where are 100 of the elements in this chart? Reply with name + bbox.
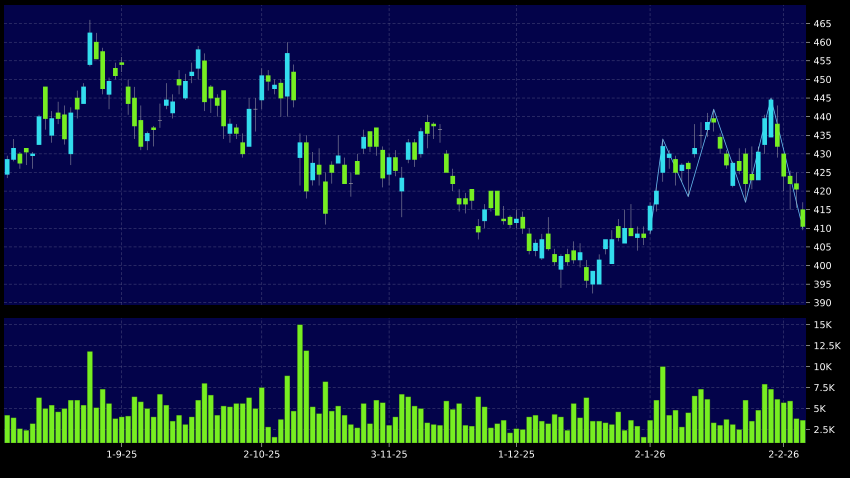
- candlestick: [673, 155, 678, 186]
- y-tick-label: 2.5K: [814, 426, 835, 434]
- candlestick: [113, 62, 118, 80]
- candlestick: [680, 162, 684, 182]
- candlestick: [634, 226, 640, 251]
- candlestick: [724, 150, 729, 170]
- candlestick: [705, 112, 710, 138]
- candlestick: [240, 133, 246, 158]
- y-tick-label: 425: [814, 168, 831, 176]
- candlestick: [119, 56, 124, 72]
- candlestick: [450, 168, 456, 192]
- candlestick: [30, 152, 35, 170]
- y-tick-label: 450: [814, 76, 831, 84]
- candlestick: [24, 148, 29, 166]
- candlestick: [571, 241, 576, 264]
- y-tick-label: 12.5K: [814, 342, 841, 350]
- candlestick: [514, 209, 519, 229]
- candlestick: [628, 204, 634, 236]
- x-tick-label: 1-9-25: [107, 450, 136, 458]
- candlestick: [412, 138, 417, 168]
- y-tick-label: 7.5K: [814, 384, 835, 392]
- x-tick-label: 1-12-25: [498, 450, 534, 458]
- candlestick: [94, 32, 99, 60]
- y-tick-label: 405: [814, 243, 831, 251]
- candlestick: [692, 124, 697, 158]
- candlestick: [424, 114, 430, 149]
- candlestick: [406, 138, 411, 164]
- y-tick-label: 5K: [814, 405, 826, 412]
- candlestick: [170, 94, 176, 119]
- candlestick: [176, 70, 182, 95]
- line-series: [650, 98, 804, 234]
- candlestick: [584, 260, 589, 288]
- candlestick: [526, 228, 532, 255]
- candlestick: [520, 211, 526, 234]
- candlestick: [590, 270, 596, 294]
- candlestick: [266, 70, 270, 91]
- candlestick: [272, 79, 277, 95]
- candlestick: [361, 129, 366, 154]
- candlestick: [298, 133, 302, 186]
- y-tick-label: 455: [814, 57, 831, 64]
- y-tick-label: 440: [814, 113, 831, 120]
- candlestick: [81, 82, 86, 104]
- candlestick: [106, 77, 112, 110]
- candlestick: [654, 187, 659, 212]
- candlestick: [354, 154, 360, 175]
- candlestick: [399, 166, 404, 218]
- x-tick-label: 2-10-25: [244, 450, 280, 458]
- candlestick: [316, 148, 322, 186]
- candlestick: [393, 150, 398, 176]
- candlestick: [49, 110, 54, 143]
- candlestick: [329, 161, 334, 184]
- candlestick: [342, 157, 347, 184]
- candlestick: [444, 150, 449, 173]
- candlestick: [151, 126, 156, 147]
- candlestick: [718, 133, 722, 154]
- candlestick: [616, 218, 621, 242]
- y-tick-label: 395: [814, 280, 831, 288]
- candlestick: [552, 248, 557, 266]
- candlestick: [482, 204, 487, 229]
- candlestick: [546, 216, 551, 251]
- candlestick: [74, 90, 80, 119]
- candlestick: [228, 118, 232, 143]
- y-tick-label: 435: [814, 132, 831, 139]
- candlestick: [196, 46, 200, 80]
- y-tick-label: 410: [814, 224, 831, 232]
- candlestick: [558, 254, 564, 288]
- candlestick: [386, 154, 392, 186]
- candlestick: [418, 128, 424, 158]
- candlestick: [666, 150, 672, 170]
- y-tick-label: 420: [814, 188, 831, 195]
- candlestick: [278, 79, 284, 117]
- y-tick-label: 15K: [814, 321, 832, 328]
- y-tick-label: 460: [814, 38, 831, 46]
- x-tick-label: 2-1-26: [635, 450, 665, 458]
- candlestick: [144, 131, 150, 150]
- candlestick: [234, 124, 239, 140]
- y-tick-label: 445: [814, 94, 831, 102]
- candlestick: [18, 152, 22, 170]
- candlestick: [564, 248, 570, 266]
- x-tick-label: 3-11-25: [371, 450, 407, 458]
- candlestick: [641, 226, 646, 246]
- candlestick: [431, 122, 436, 140]
- candlestick: [310, 152, 316, 186]
- y-tick-label: 430: [814, 150, 831, 158]
- candlestick: [686, 161, 691, 197]
- y-tick-label: 390: [814, 299, 831, 306]
- y-tick-label: 10K: [814, 363, 832, 370]
- candlestick: [622, 209, 627, 244]
- x-tick-label: 2-2-26: [768, 450, 799, 458]
- candlestick: [189, 62, 194, 84]
- candlestick: [578, 242, 582, 268]
- candlestick: [730, 161, 736, 188]
- candlestick: [800, 202, 806, 230]
- candlestick: [336, 135, 341, 164]
- candlestick: [775, 105, 780, 158]
- y-tick-label: 465: [814, 20, 831, 28]
- candlestick: [164, 82, 169, 110]
- y-tick-label: 400: [814, 262, 831, 270]
- candlestick: [711, 108, 716, 132]
- candlestick: [476, 218, 481, 240]
